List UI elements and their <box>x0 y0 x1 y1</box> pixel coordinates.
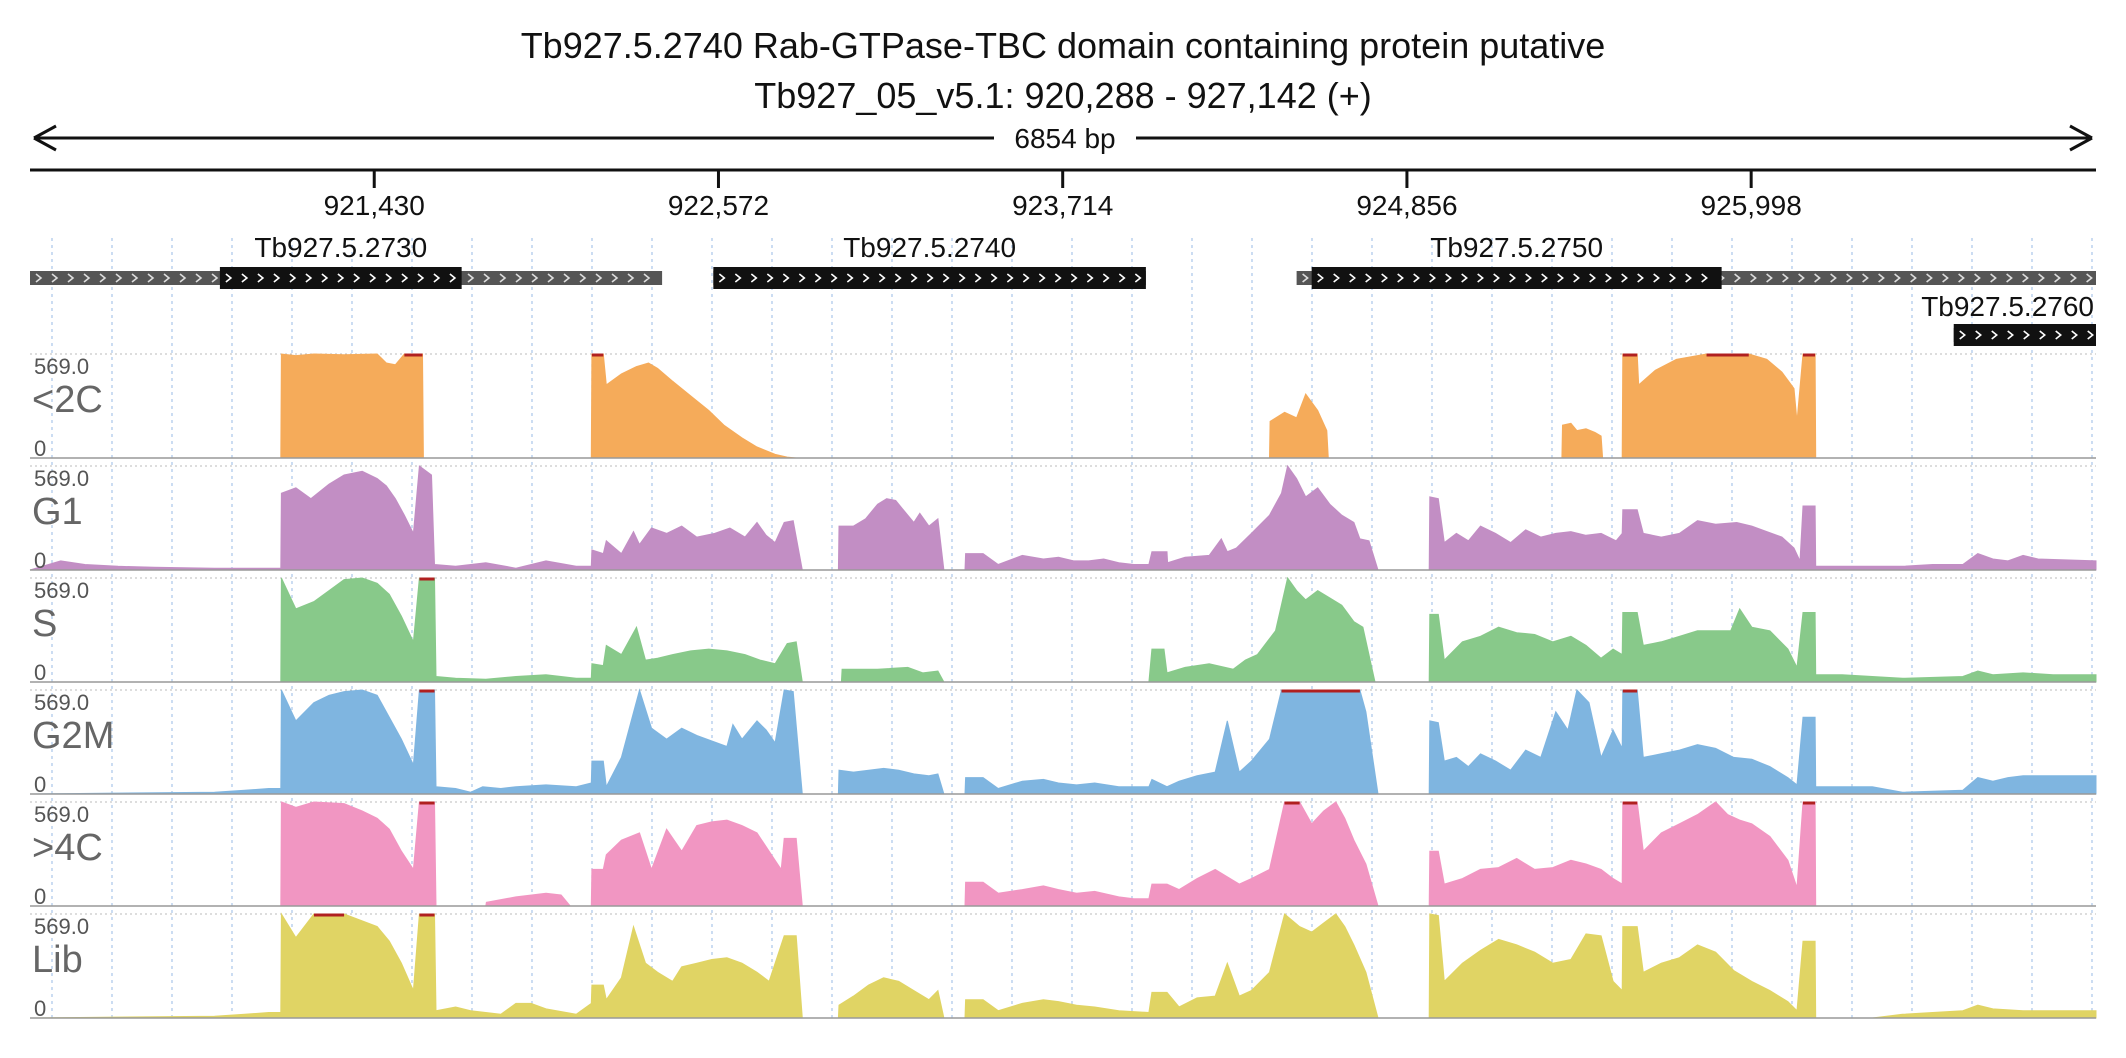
axis-tick-label: 922,572 <box>668 190 769 221</box>
gene-cds-bar <box>713 267 1146 289</box>
coverage-area <box>30 353 2096 459</box>
span-ruler: 6854 bp <box>33 123 2093 154</box>
track-min-label: 0 <box>34 660 46 685</box>
gene-Tb927-5-2760[interactable]: Tb927.5.2760 <box>1921 291 2096 346</box>
gene-cds-bar <box>219 267 462 289</box>
coverage-tracks: 569.00<2C569.00G1569.00S569.00G2M569.00>… <box>29 353 2097 1021</box>
track-min-label: 0 <box>34 884 46 909</box>
track-min-label: 0 <box>34 772 46 797</box>
gene-Tb927-5-2740[interactable]: Tb927.5.2740 <box>713 232 1146 289</box>
title-block: Tb927.5.2740 Rab-GTPase-TBC domain conta… <box>521 25 1606 116</box>
axis-tick-label: 921,430 <box>324 190 425 221</box>
coverage-area <box>29 464 2097 571</box>
strand-chevrons-icon <box>1959 330 2095 340</box>
strand-chevrons-icon <box>225 273 457 283</box>
coverage-area <box>29 912 2097 1019</box>
strand-chevrons-icon <box>718 273 1142 283</box>
coverage-track-2C: 569.0 0 <2C <box>30 353 2096 461</box>
span-length-label: 6854 bp <box>1014 123 1115 154</box>
coverage-area <box>30 576 2097 683</box>
coverage-track-S: 569.0 0 S <box>30 576 2097 685</box>
coordinate-axis: 921,430 922,572 923,714 924,856 925,998 <box>30 168 2096 221</box>
track-max-label: 569.0 <box>34 578 89 603</box>
track-max-label: 569.0 <box>34 690 89 715</box>
gene-label: Tb927.5.2760 <box>1921 291 2094 322</box>
track-name-label: Lib <box>32 939 83 981</box>
gene-Tb927-5-2730[interactable]: Tb927.5.2730 <box>30 232 663 289</box>
track-max-label: 569.0 <box>34 354 89 379</box>
coverage-track-G2M: 569.0 0 G2M <box>29 688 2097 797</box>
coverage-track-G1: 569.0 0 G1 <box>29 464 2097 573</box>
track-min-label: 0 <box>34 548 46 573</box>
coverage-area <box>29 688 2097 795</box>
strand-chevrons-icon <box>1317 273 1708 283</box>
track-max-label: 569.0 <box>34 802 89 827</box>
track-name-label: S <box>32 603 57 645</box>
gene-label: Tb927.5.2750 <box>1430 232 1603 263</box>
span-arrow-right-icon <box>2069 124 2093 152</box>
axis-tick-label: 923,714 <box>1012 190 1113 221</box>
locus-label: Tb927_05_v5.1: 920,288 - 927,142 (+) <box>754 75 1371 116</box>
track-min-label: 0 <box>34 996 46 1021</box>
track-max-label: 569.0 <box>34 914 89 939</box>
gene-track: Tb927.5.2730 Tb927.5.2740 Tb927.5.2750 Tb92… <box>30 232 2096 346</box>
axis-tick-label: 924,856 <box>1356 190 1457 221</box>
track-name-label: G2M <box>32 715 114 757</box>
gene-Tb927-5-2750[interactable]: Tb927.5.2750 <box>1296 232 2096 289</box>
track-name-label: G1 <box>32 491 83 533</box>
coverage-track-4C: 569.0 0 >4C <box>30 801 2096 909</box>
gene-cds-bar <box>1953 324 2096 346</box>
coverage-area <box>30 801 2096 907</box>
track-name-label: >4C <box>32 827 103 869</box>
coverage-track-Lib: 569.0 0 Lib <box>29 912 2097 1021</box>
span-arrow-left-icon <box>33 124 57 152</box>
gene-cds-bar <box>1311 267 1722 289</box>
track-min-label: 0 <box>34 436 46 461</box>
axis-tick-label: 925,998 <box>1701 190 1802 221</box>
gene-label: Tb927.5.2730 <box>254 232 427 263</box>
track-name-label: <2C <box>32 379 103 421</box>
track-max-label: 569.0 <box>34 466 89 491</box>
gene-title: Tb927.5.2740 Rab-GTPase-TBC domain conta… <box>521 25 1606 66</box>
gene-label: Tb927.5.2740 <box>843 232 1016 263</box>
